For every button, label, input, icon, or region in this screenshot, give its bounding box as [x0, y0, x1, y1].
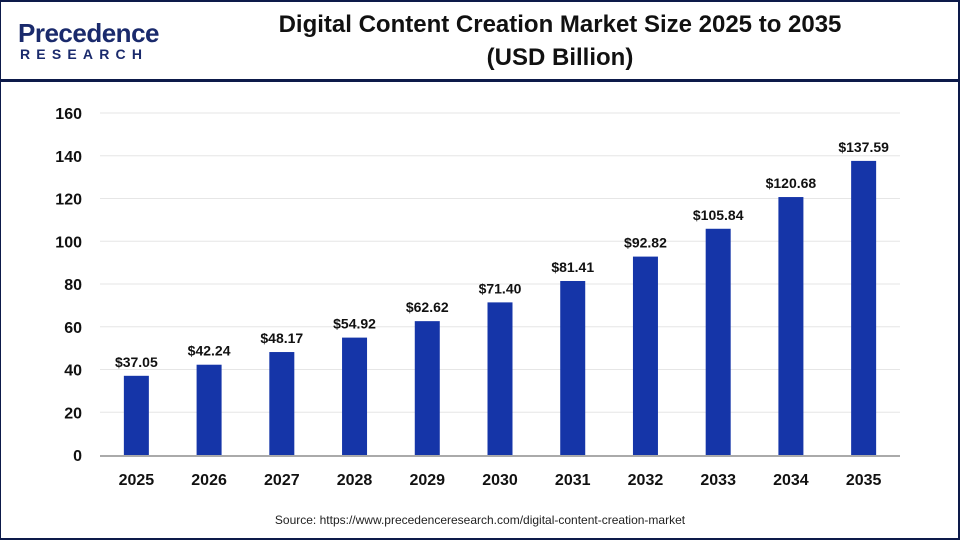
- bar: [778, 197, 804, 455]
- x-tick-label: 2032: [628, 472, 664, 489]
- bar: [123, 375, 149, 455]
- data-label: $137.59: [838, 139, 889, 155]
- x-tick-label: 2026: [191, 472, 227, 489]
- data-label: $54.92: [333, 316, 376, 332]
- data-label: $42.24: [188, 343, 231, 359]
- header-divider: [0, 79, 960, 82]
- data-label: $81.41: [551, 259, 594, 275]
- logo-main-text: Precedence: [18, 18, 159, 48]
- bar: [196, 364, 222, 455]
- data-label: $105.84: [693, 207, 744, 223]
- x-tick-label: 2025: [119, 472, 155, 489]
- y-tick-label: 120: [55, 192, 82, 209]
- y-tick-label: 0: [73, 448, 82, 465]
- data-label: $71.40: [479, 280, 522, 296]
- data-label: $92.82: [624, 235, 667, 251]
- logo: Precedence RESEARCH: [18, 18, 159, 62]
- y-tick-label: 20: [64, 405, 82, 422]
- bar: [560, 280, 586, 455]
- y-tick-label: 80: [64, 277, 82, 294]
- data-label: $48.17: [260, 330, 303, 346]
- y-tick-label: 60: [64, 320, 82, 337]
- x-tick-label: 2030: [482, 472, 518, 489]
- logo-sub-text: RESEARCH: [20, 46, 149, 62]
- x-tick-label: 2029: [409, 472, 445, 489]
- x-tick-label: 2028: [337, 472, 373, 489]
- y-tick-label: 160: [55, 106, 82, 123]
- x-tick-label: 2034: [773, 472, 809, 489]
- x-tick-label: 2035: [846, 472, 882, 489]
- bar: [269, 352, 295, 455]
- title-line-1: Digital Content Creation Market Size 202…: [278, 11, 842, 38]
- x-tick-label: 2027: [264, 472, 300, 489]
- bar: [851, 160, 877, 456]
- bar: [342, 337, 368, 455]
- x-tick-label: 2033: [700, 472, 736, 489]
- title-line-2: (USD Billion): [486, 44, 634, 71]
- bar: [632, 256, 658, 455]
- x-tick-label: 2031: [555, 472, 591, 489]
- data-label: $62.62: [406, 299, 449, 315]
- data-label: $120.68: [766, 175, 817, 191]
- source-note: Source: https://www.precedenceresearch.c…: [274, 513, 686, 527]
- y-tick-label: 140: [55, 149, 82, 166]
- bar: [487, 302, 513, 455]
- chart-title: Digital Content Creation Market Size 202…: [200, 8, 920, 74]
- bar: [414, 321, 440, 455]
- y-tick-label: 100: [55, 234, 82, 251]
- y-tick-label: 40: [64, 363, 82, 380]
- data-label: $37.05: [115, 354, 158, 370]
- bar: [705, 228, 731, 455]
